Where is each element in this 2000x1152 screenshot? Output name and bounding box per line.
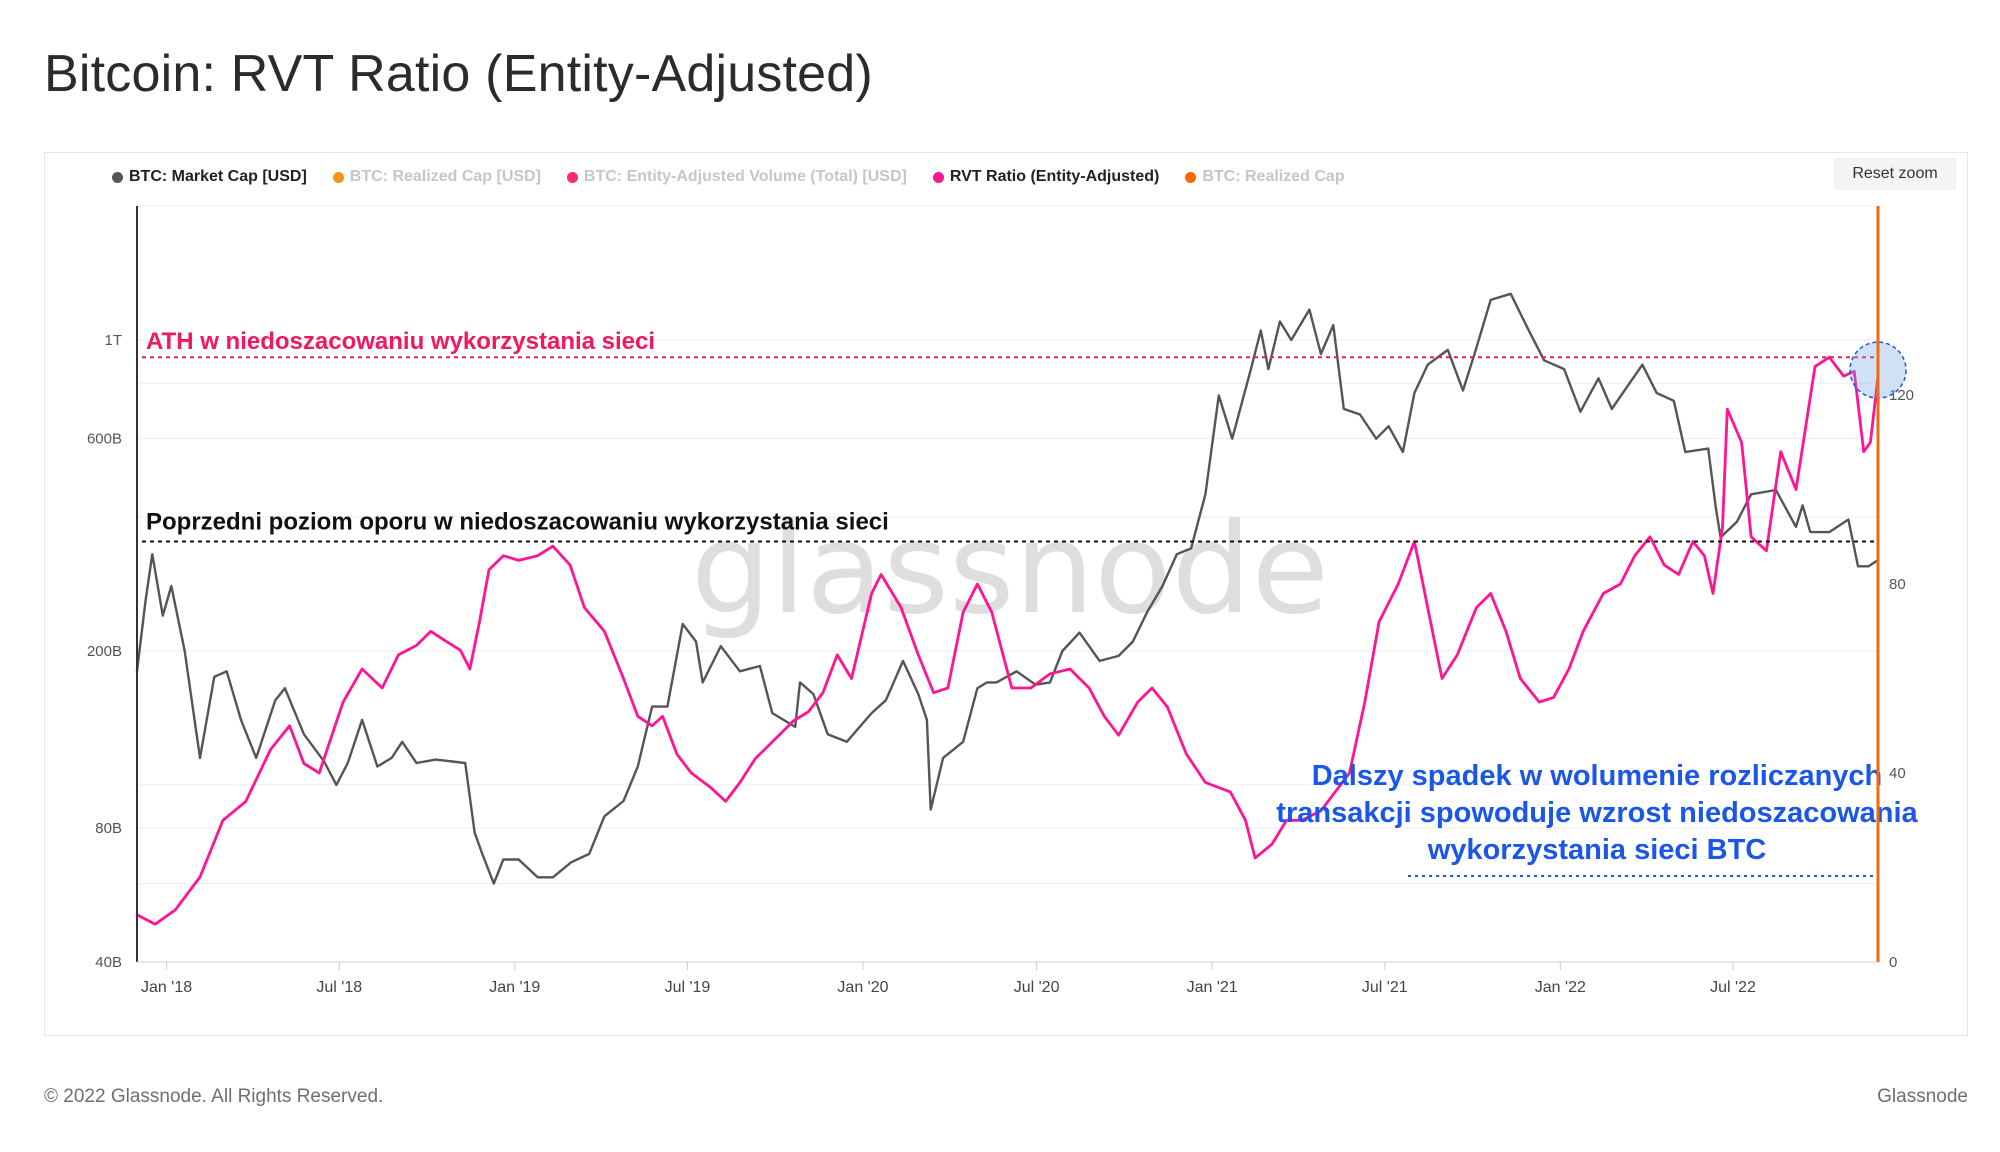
- x-tick-label: Jan '22: [1535, 979, 1586, 996]
- annotation-layer: ATH w niedoszacowaniu wykorzystania siec…: [142, 328, 1919, 877]
- x-tick-label: Jul '22: [1710, 979, 1756, 996]
- watermark-text: glassnode: [691, 495, 1329, 642]
- y-left-tick-label: 200B: [87, 643, 122, 660]
- legend-label: BTC: Realized Cap: [1202, 168, 1345, 185]
- x-axis-ticks: Jan '18 Jul '18 Jan '19 Jul '19 Jan '20 Jul '…: [141, 962, 1756, 996]
- gridlines: [137, 205, 1878, 963]
- market-cap-series-line: [135, 292, 1880, 885]
- note-annotation-line-2: transakcji spowoduje wzrost niedoszacowa…: [1276, 797, 1918, 829]
- footer-brand: Glassnode: [1877, 1086, 1968, 1107]
- y-right-tick-label: 40: [1889, 765, 1906, 782]
- y-left-tick-label: 600B: [87, 431, 122, 448]
- y-right-tick-label: 0: [1889, 954, 1897, 971]
- legend-dot-icon: [112, 171, 123, 183]
- x-tick-label: Jan '18: [141, 979, 192, 996]
- y-right-tick-label: 80: [1889, 576, 1906, 593]
- page-title: Bitcoin: RVT Ratio (Entity-Adjusted): [44, 45, 873, 103]
- y-left-tick-label: 80B: [95, 820, 122, 837]
- resistance-annotation: Poprzedni poziom oporu w niedoszacowaniu…: [146, 508, 889, 535]
- y-left-axis-ticks: 40B 80B 200B 600B 1T: [87, 332, 122, 971]
- x-tick-label: Jan '20: [837, 979, 888, 996]
- rvt-ratio-series-line: [135, 355, 1880, 926]
- legend-dot-icon: [332, 171, 344, 183]
- x-tick-label: Jul '20: [1014, 979, 1060, 996]
- legend-label: BTC: Realized Cap [USD]: [349, 168, 541, 185]
- footer-copyright: © 2022 Glassnode. All Rights Reserved.: [44, 1086, 384, 1107]
- series-layer: [135, 292, 1880, 926]
- y-left-tick-label: 1T: [104, 332, 122, 349]
- x-tick-label: Jul '18: [316, 979, 362, 996]
- legend-label: BTC: Market Cap [USD]: [129, 168, 307, 185]
- legend-dot-icon: [932, 171, 944, 183]
- legend-item-realized-cap-usd[interactable]: BTC: Realized Cap [USD]: [332, 168, 541, 186]
- chart-legend: BTC: Market Cap [USD] BTC: Realized Cap …: [112, 168, 1345, 186]
- note-annotation-line-1: Dalszy spadek w wolumenie rozliczanych: [1312, 760, 1883, 792]
- chart-frame: [44, 152, 1968, 1036]
- legend-label: BTC: Entity-Adjusted Volume (Total) [USD…: [583, 168, 907, 185]
- legend-item-rvt-ratio[interactable]: RVT Ratio (Entity-Adjusted): [932, 168, 1160, 186]
- note-annotation-line-3: wykorzystania sieci BTC: [1427, 834, 1767, 866]
- x-tick-label: Jan '21: [1187, 979, 1238, 996]
- legend-item-realized-cap[interactable]: BTC: Realized Cap: [1185, 168, 1345, 186]
- x-tick-label: Jul '21: [1362, 979, 1408, 996]
- reset-zoom-button[interactable]: Reset zoom: [1834, 158, 1956, 190]
- legend-item-entity-volume[interactable]: BTC: Entity-Adjusted Volume (Total) [USD…: [566, 168, 907, 186]
- legend-label: RVT Ratio (Entity-Adjusted): [949, 168, 1160, 185]
- legend-dot-icon: [566, 171, 578, 183]
- y-left-tick-label: 40B: [95, 954, 122, 971]
- legend-item-market-cap[interactable]: BTC: Market Cap [USD]: [112, 168, 307, 186]
- x-tick-label: Jan '19: [489, 979, 540, 996]
- ath-annotation: ATH w niedoszacowaniu wykorzystania siec…: [146, 328, 655, 355]
- legend-dot-icon: [1185, 171, 1197, 183]
- x-tick-label: Jul '19: [665, 979, 711, 996]
